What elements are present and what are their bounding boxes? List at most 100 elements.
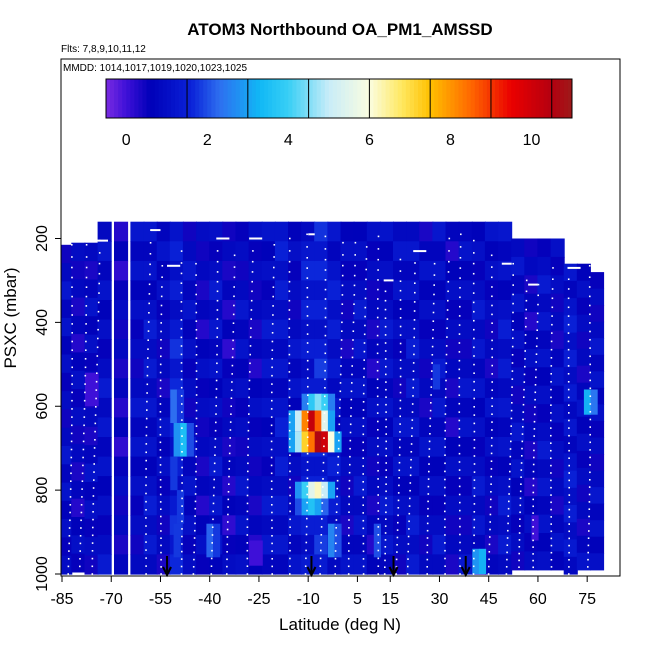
- heatmap-cell: [498, 260, 513, 282]
- flight-track-point: [397, 492, 400, 494]
- colorbar-segment: [409, 79, 415, 118]
- flight-track-point: [288, 405, 291, 407]
- flight-track-point: [180, 370, 183, 372]
- flight-track-point: [532, 539, 534, 542]
- heatmap-cell: [379, 339, 394, 360]
- flight-track-point: [363, 376, 365, 378]
- heatmap-cell: [248, 417, 263, 438]
- flight-track-point: [251, 280, 253, 283]
- flight-track-point: [348, 550, 350, 552]
- colorbar-segment: [110, 79, 115, 118]
- heatmap-cell: [445, 300, 460, 321]
- heatmap-cell: [169, 358, 184, 379]
- heatmap-cell: [327, 495, 342, 516]
- flight-track-point: [159, 493, 162, 496]
- heatmap-cell: [196, 397, 211, 419]
- colorbar-segment: [381, 79, 387, 118]
- heatmap-cell: [222, 339, 237, 360]
- colorbar-segment: [195, 79, 200, 118]
- flight-track-point: [348, 511, 350, 513]
- flight-track-point: [411, 435, 413, 437]
- heatmap-cell: [458, 241, 473, 262]
- heatmap-cell: [182, 300, 197, 321]
- flight-track-point: [396, 536, 399, 539]
- heatmap-cell: [379, 241, 394, 262]
- heatmap-cell: [114, 280, 129, 301]
- flight-track-point: [353, 312, 355, 315]
- flight-track-point: [348, 503, 350, 506]
- flight-track-point: [524, 365, 526, 368]
- heatmap-cell: [590, 288, 605, 306]
- flight-track-point: [399, 351, 402, 353]
- flight-track-point: [195, 370, 198, 372]
- flight-track-point: [567, 396, 570, 399]
- flight-track-point: [399, 308, 402, 310]
- flight-track-point: [458, 351, 461, 353]
- heatmap-cell: [550, 385, 565, 405]
- flight-track-point: [428, 463, 430, 465]
- flight-track-point: [384, 290, 387, 293]
- flight-track-point: [362, 565, 365, 568]
- flight-track-point: [195, 354, 198, 356]
- heatmap-cell: [445, 221, 460, 242]
- flight-track-point: [337, 463, 339, 466]
- flight-track-point: [354, 264, 356, 267]
- flight-track-point: [568, 523, 570, 525]
- flight-track-point: [97, 310, 100, 313]
- heatmap-cell: [248, 280, 263, 301]
- flight-track-point: [567, 373, 570, 375]
- colorbar-segment: [308, 79, 314, 118]
- flight-track-point: [512, 284, 514, 286]
- flight-track-point: [525, 308, 527, 311]
- flight-track-point: [550, 373, 552, 375]
- flight-track-point: [399, 359, 402, 361]
- flight-track-point: [323, 403, 326, 406]
- flight-track-point: [195, 470, 197, 473]
- heatmap-cell: [445, 397, 460, 419]
- flight-track-point: [385, 490, 387, 493]
- flight-track-point: [488, 543, 491, 546]
- heatmap-cell: [156, 319, 171, 340]
- heatmap-cell: [196, 300, 211, 321]
- flight-track-point: [96, 372, 98, 374]
- heatmap-cell: [511, 441, 526, 460]
- heatmap-cell: [524, 312, 539, 332]
- flight-track-point: [195, 440, 198, 443]
- heatmap-cell: [550, 312, 565, 332]
- heatmap-cell: [314, 280, 329, 301]
- flight-track-point: [428, 470, 430, 473]
- heatmap-cell: [537, 404, 552, 424]
- flight-track-point: [512, 320, 514, 322]
- heatmap-cell: [182, 221, 197, 242]
- flight-track-point: [180, 282, 183, 284]
- flight-track-point: [568, 434, 570, 437]
- heatmap-cell: [61, 555, 73, 575]
- flight-track-point: [228, 475, 230, 478]
- flight-track-point: [270, 448, 273, 451]
- flight-track-point: [519, 504, 522, 507]
- flight-track-point: [271, 349, 274, 351]
- flight-track-point: [159, 403, 162, 405]
- flight-track-point: [336, 479, 339, 482]
- flight-track-point: [399, 342, 402, 345]
- heatmap-cell: [182, 534, 197, 556]
- flight-track-point: [319, 573, 321, 575]
- flight-track-point: [413, 336, 415, 339]
- heatmap-cell: [114, 495, 129, 516]
- flight-track-point: [589, 379, 591, 382]
- flight-track-point: [534, 384, 537, 386]
- heatmap-cell: [498, 495, 513, 516]
- heatmap-cell: [97, 378, 112, 399]
- heatmap-cell: [563, 539, 578, 558]
- x-tick-label: -40: [198, 591, 221, 608]
- flight-track-point: [568, 427, 570, 429]
- flight-track-point: [83, 399, 86, 402]
- heatmap-cell: [235, 534, 250, 556]
- colorbar-segment: [551, 79, 557, 118]
- flight-track-point: [426, 522, 429, 525]
- flights-note: Flts: 7,8,9,10,11,12: [61, 44, 146, 55]
- heatmap-cell: [274, 456, 289, 477]
- flight-track-point: [506, 551, 508, 554]
- heatmap-cell: [84, 316, 99, 336]
- colorbar-segment: [413, 79, 419, 118]
